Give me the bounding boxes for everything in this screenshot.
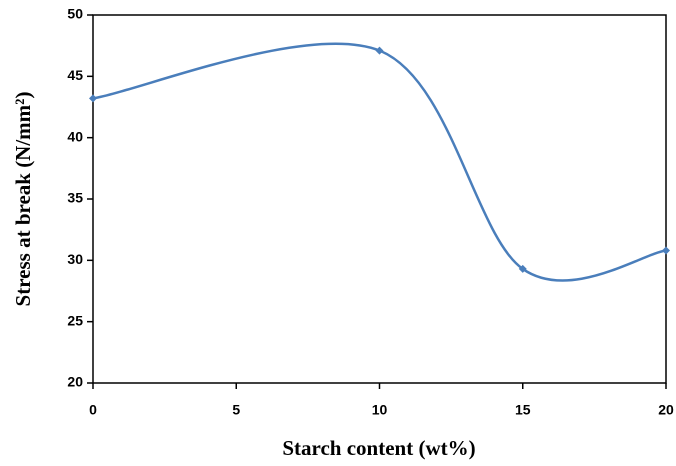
y-tick-label: 20 xyxy=(67,374,83,390)
data-point xyxy=(662,246,670,255)
y-axis-title: Stress at break (N/mm²) xyxy=(11,92,35,307)
x-tick-label: 10 xyxy=(372,402,388,418)
data-point xyxy=(375,46,384,55)
x-tick-label: 5 xyxy=(232,402,240,418)
data-point xyxy=(518,264,527,273)
data-point xyxy=(89,94,97,103)
x-tick-label: 15 xyxy=(515,402,531,418)
plot-frame xyxy=(92,14,667,384)
y-tick-label: 35 xyxy=(67,190,83,206)
x-axis-title: Starch content (wt%) xyxy=(282,436,475,460)
x-tick-label: 20 xyxy=(658,402,674,418)
y-tick-label: 45 xyxy=(67,67,83,83)
y-tick-label: 40 xyxy=(67,128,83,144)
data-line xyxy=(92,42,667,282)
y-tick-label: 30 xyxy=(67,251,83,267)
x-tick-label: 0 xyxy=(89,402,97,418)
y-tick-label: 50 xyxy=(67,6,83,22)
y-tick-label: 25 xyxy=(67,312,83,328)
